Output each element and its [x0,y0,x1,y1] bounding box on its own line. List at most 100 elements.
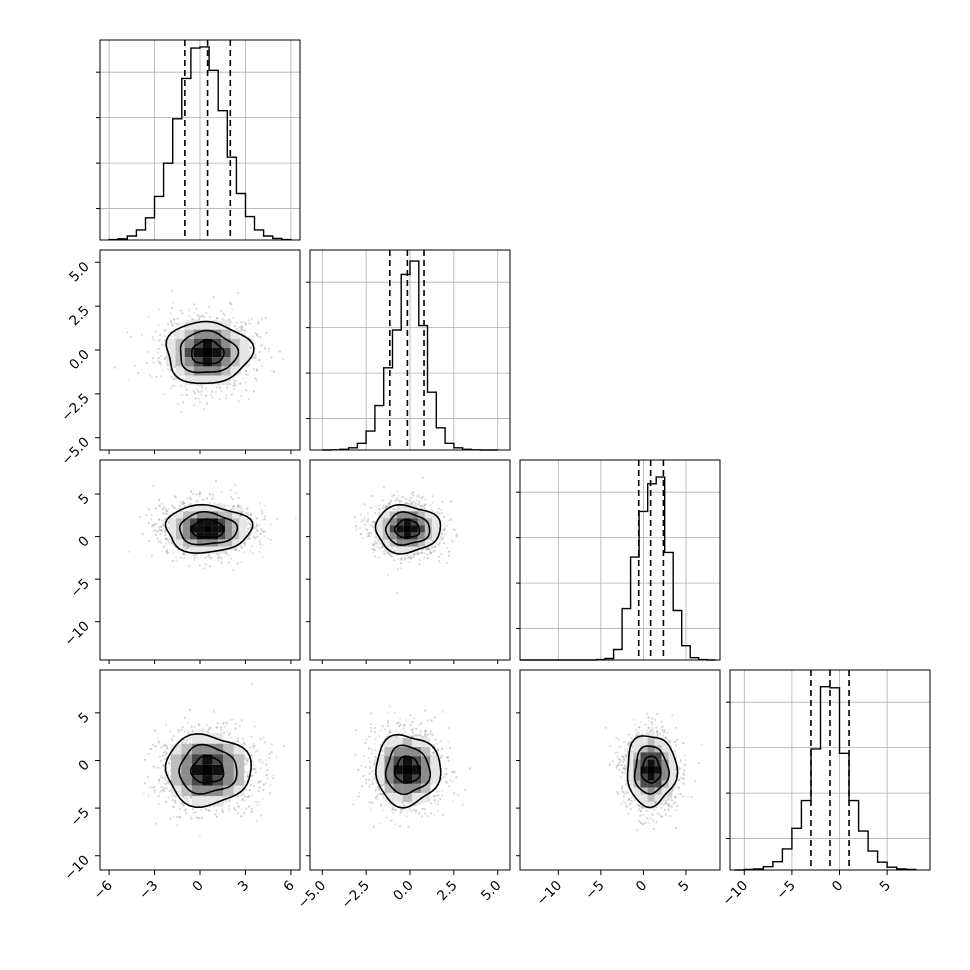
scatter-point [259,532,262,536]
scatter-point [448,550,451,553]
scatter-point [161,519,164,522]
scatter-point [153,523,156,527]
scatter-point [173,366,176,369]
scatter-point [382,485,385,488]
scatter-point [187,309,190,312]
scatter-point [269,784,272,787]
scatter-point [211,497,214,500]
scatter-point [237,400,240,403]
scatter-point [384,505,387,508]
scatter-point [175,556,178,559]
scatter-point [184,547,187,551]
scatter-point [254,377,257,380]
scatter-point [252,742,255,745]
scatter-point [196,557,199,560]
density-cell [212,357,222,367]
density-cell [225,511,233,519]
density-cell [203,338,213,349]
density-cell [221,329,231,339]
scatter-point [437,560,441,563]
scatter-point [236,562,239,565]
scatter-point [366,532,369,535]
scatter-point [162,523,165,526]
scatter-point [183,546,187,549]
scatter-point [269,538,272,542]
density-cell [203,366,213,376]
scatter-point [151,743,155,746]
scatter-point [171,559,174,563]
scatter-point [197,384,200,387]
scatter-point [170,376,173,379]
scatter-point [183,730,186,733]
scatter-point [165,550,168,553]
scatter-point [245,511,248,515]
scatter-point [257,335,260,338]
scatter-point [176,317,179,320]
scatter-point [181,726,185,729]
scatter-point [250,683,253,686]
scatter-point [440,553,443,556]
scatter-point [188,508,191,512]
scatter-point [437,555,440,558]
scatter-point [407,555,410,559]
scatter-point [266,769,269,772]
scatter-point [157,352,160,355]
scatter-point [157,356,160,360]
scatter-point [179,309,182,312]
density-cell [166,338,176,349]
scatter-point [151,525,154,528]
scatter-point [249,549,252,552]
scatter-point [264,316,267,320]
scatter-point [164,542,167,545]
scatter-point [222,312,225,315]
scatter-point [160,375,163,378]
scatter-point [431,501,434,504]
scatter-point [237,549,241,552]
scatter-point [161,502,164,505]
scatter-point [208,315,212,319]
scatter-point [240,815,243,818]
scatter-point [172,816,175,819]
scatter-point [237,812,240,815]
scatter-point [267,347,270,350]
scatter-point [278,350,281,353]
scatter-point [408,499,411,502]
scatter-point [374,505,377,508]
scatter-point [214,391,217,394]
histogram-2 [322,260,498,451]
scatter-point [180,728,183,731]
scatter-point [263,535,266,538]
scatter-point [251,551,254,555]
scatter-point [215,386,218,389]
scatter-point [152,529,155,532]
scatter-point [258,758,261,761]
density-cell [212,329,222,339]
scatter-point [171,307,174,310]
scatter-point [439,538,442,542]
scatter-point [147,350,150,353]
scatter-point [260,528,263,531]
scatter-point [247,319,250,322]
scatter-point [438,512,441,515]
scatter-point [250,545,253,548]
scatter-point [417,495,420,499]
scatter-point [264,347,267,351]
scatter-point [150,376,153,379]
scatter-point [197,318,200,321]
density-cell [184,338,194,349]
contour-1-0-3 [165,320,255,385]
scatter-point [228,808,231,811]
scatter-point [359,527,362,530]
scatter-point [157,323,160,327]
scatter-point [251,340,254,343]
scatter-point [156,537,159,540]
scatter-point [160,541,163,544]
scatter-point [383,550,386,553]
scatter-point [266,777,269,780]
scatter-point [264,514,267,517]
scatter-point [254,353,257,356]
scatter-point [162,545,165,548]
scatter-point [129,335,132,338]
scatter-point [207,731,210,734]
scatter-point [138,515,141,519]
